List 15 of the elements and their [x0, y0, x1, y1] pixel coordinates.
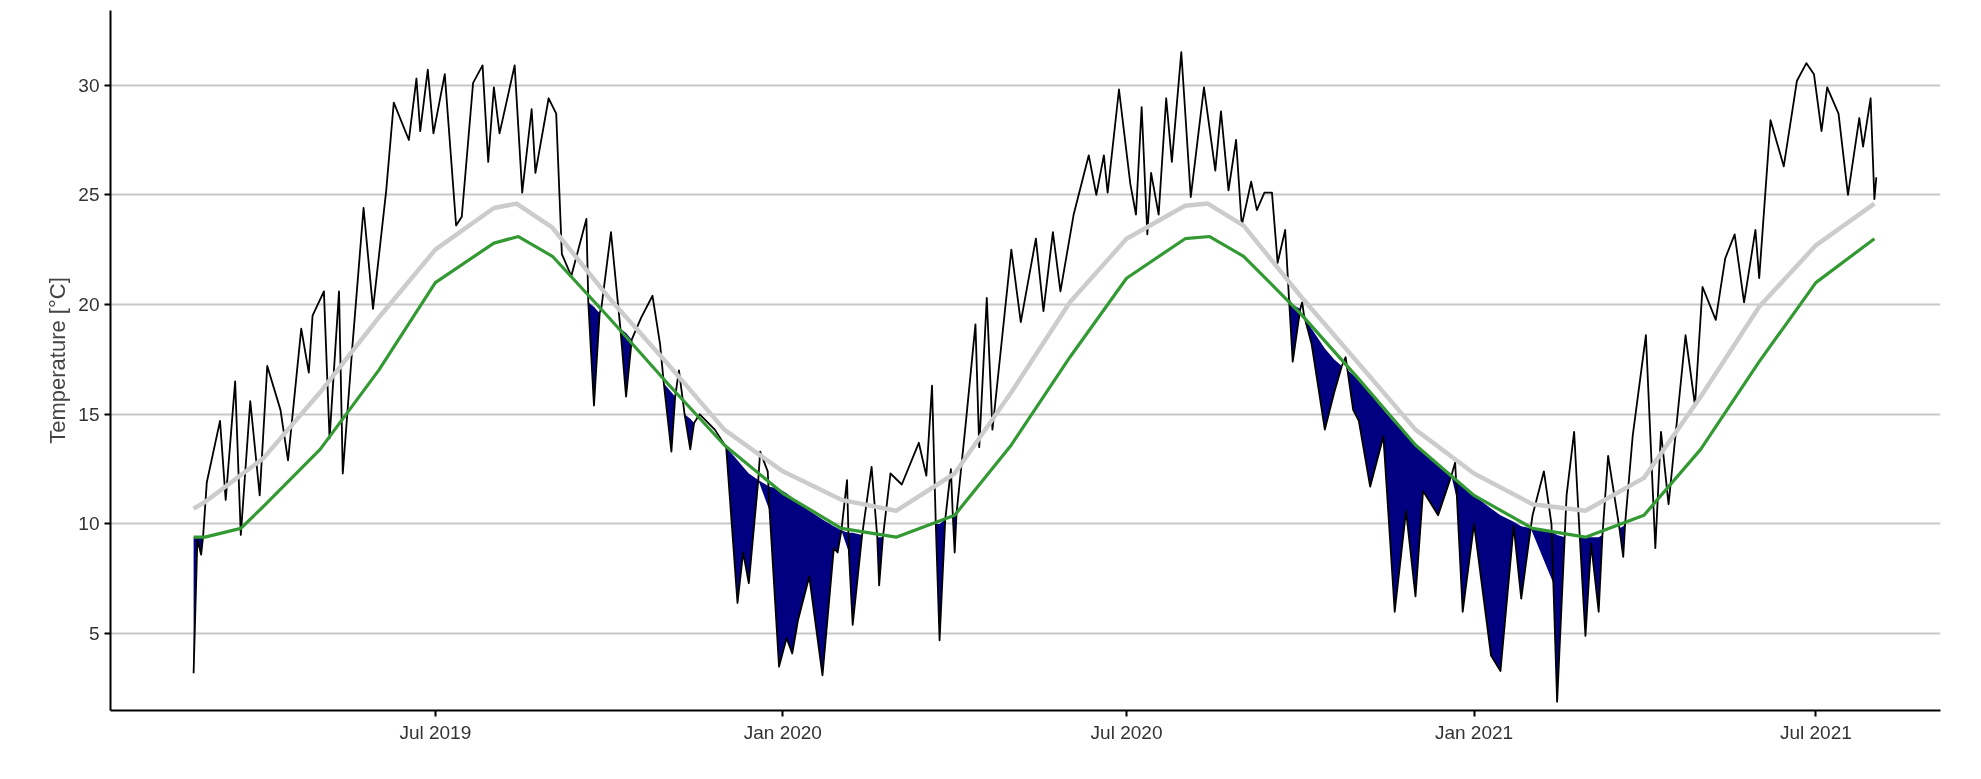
- y-tick-label: 20: [78, 294, 100, 316]
- y-axis-title: Temperature [°C]: [45, 277, 71, 444]
- y-tick-label: 25: [78, 184, 100, 206]
- y-tick-label: 30: [78, 74, 100, 96]
- line-series: [192, 234, 1876, 539]
- y-tick-label: 5: [88, 623, 100, 645]
- y-tick-label: 15: [78, 403, 100, 425]
- x-tick-label: Jul 2021: [1779, 721, 1852, 743]
- x-tick-label: Jul 2019: [399, 721, 472, 743]
- x-tick-label: Jan 2021: [1434, 721, 1514, 743]
- line-series: [192, 51, 1878, 703]
- x-tick-label: Jan 2020: [743, 721, 822, 743]
- line-series: [191, 201, 1877, 514]
- y-tick-label: 10: [78, 513, 100, 535]
- x-tick-label: Jul 2020: [1090, 721, 1163, 743]
